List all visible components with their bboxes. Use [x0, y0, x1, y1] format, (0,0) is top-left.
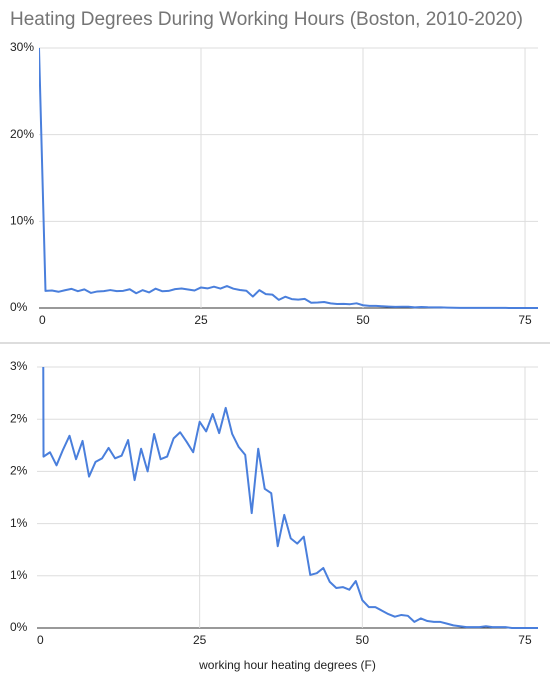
- y-tick-label: 0%: [10, 300, 28, 314]
- x-tick-label: 75: [518, 313, 532, 327]
- y-tick-label: 1%: [10, 568, 28, 582]
- x-tick-label: 25: [193, 633, 207, 647]
- y-tick-label: 30%: [10, 40, 34, 54]
- x-tick-label: 50: [356, 633, 370, 647]
- data-line: [42, 367, 538, 629]
- data-line: [39, 47, 538, 309]
- y-tick-label: 3%: [10, 359, 28, 373]
- chart: Heating Degrees During Working Hours (Bo…: [10, 9, 538, 327]
- x-tick-label: 50: [356, 313, 370, 327]
- chart-title: Heating Degrees During Working Hours (Bo…: [10, 9, 523, 30]
- x-tick-label: 25: [194, 313, 208, 327]
- x-tick-label: 0: [37, 633, 44, 647]
- y-tick-label: 2%: [10, 464, 28, 478]
- chart: 0% 1% 1% 2% 2% 3% 0 25 50 75 working hour heating …: [10, 359, 538, 672]
- y-tick-label: 20%: [10, 127, 34, 141]
- y-tick-label: 2%: [10, 411, 28, 425]
- x-axis-label: working hour heating degrees (F): [198, 658, 376, 672]
- x-tick-label: 0: [39, 313, 46, 327]
- y-tick-label: 10%: [10, 214, 34, 228]
- y-tick-label: 0%: [10, 620, 28, 634]
- y-tick-label: 1%: [10, 516, 28, 530]
- x-tick-label: 75: [518, 633, 532, 647]
